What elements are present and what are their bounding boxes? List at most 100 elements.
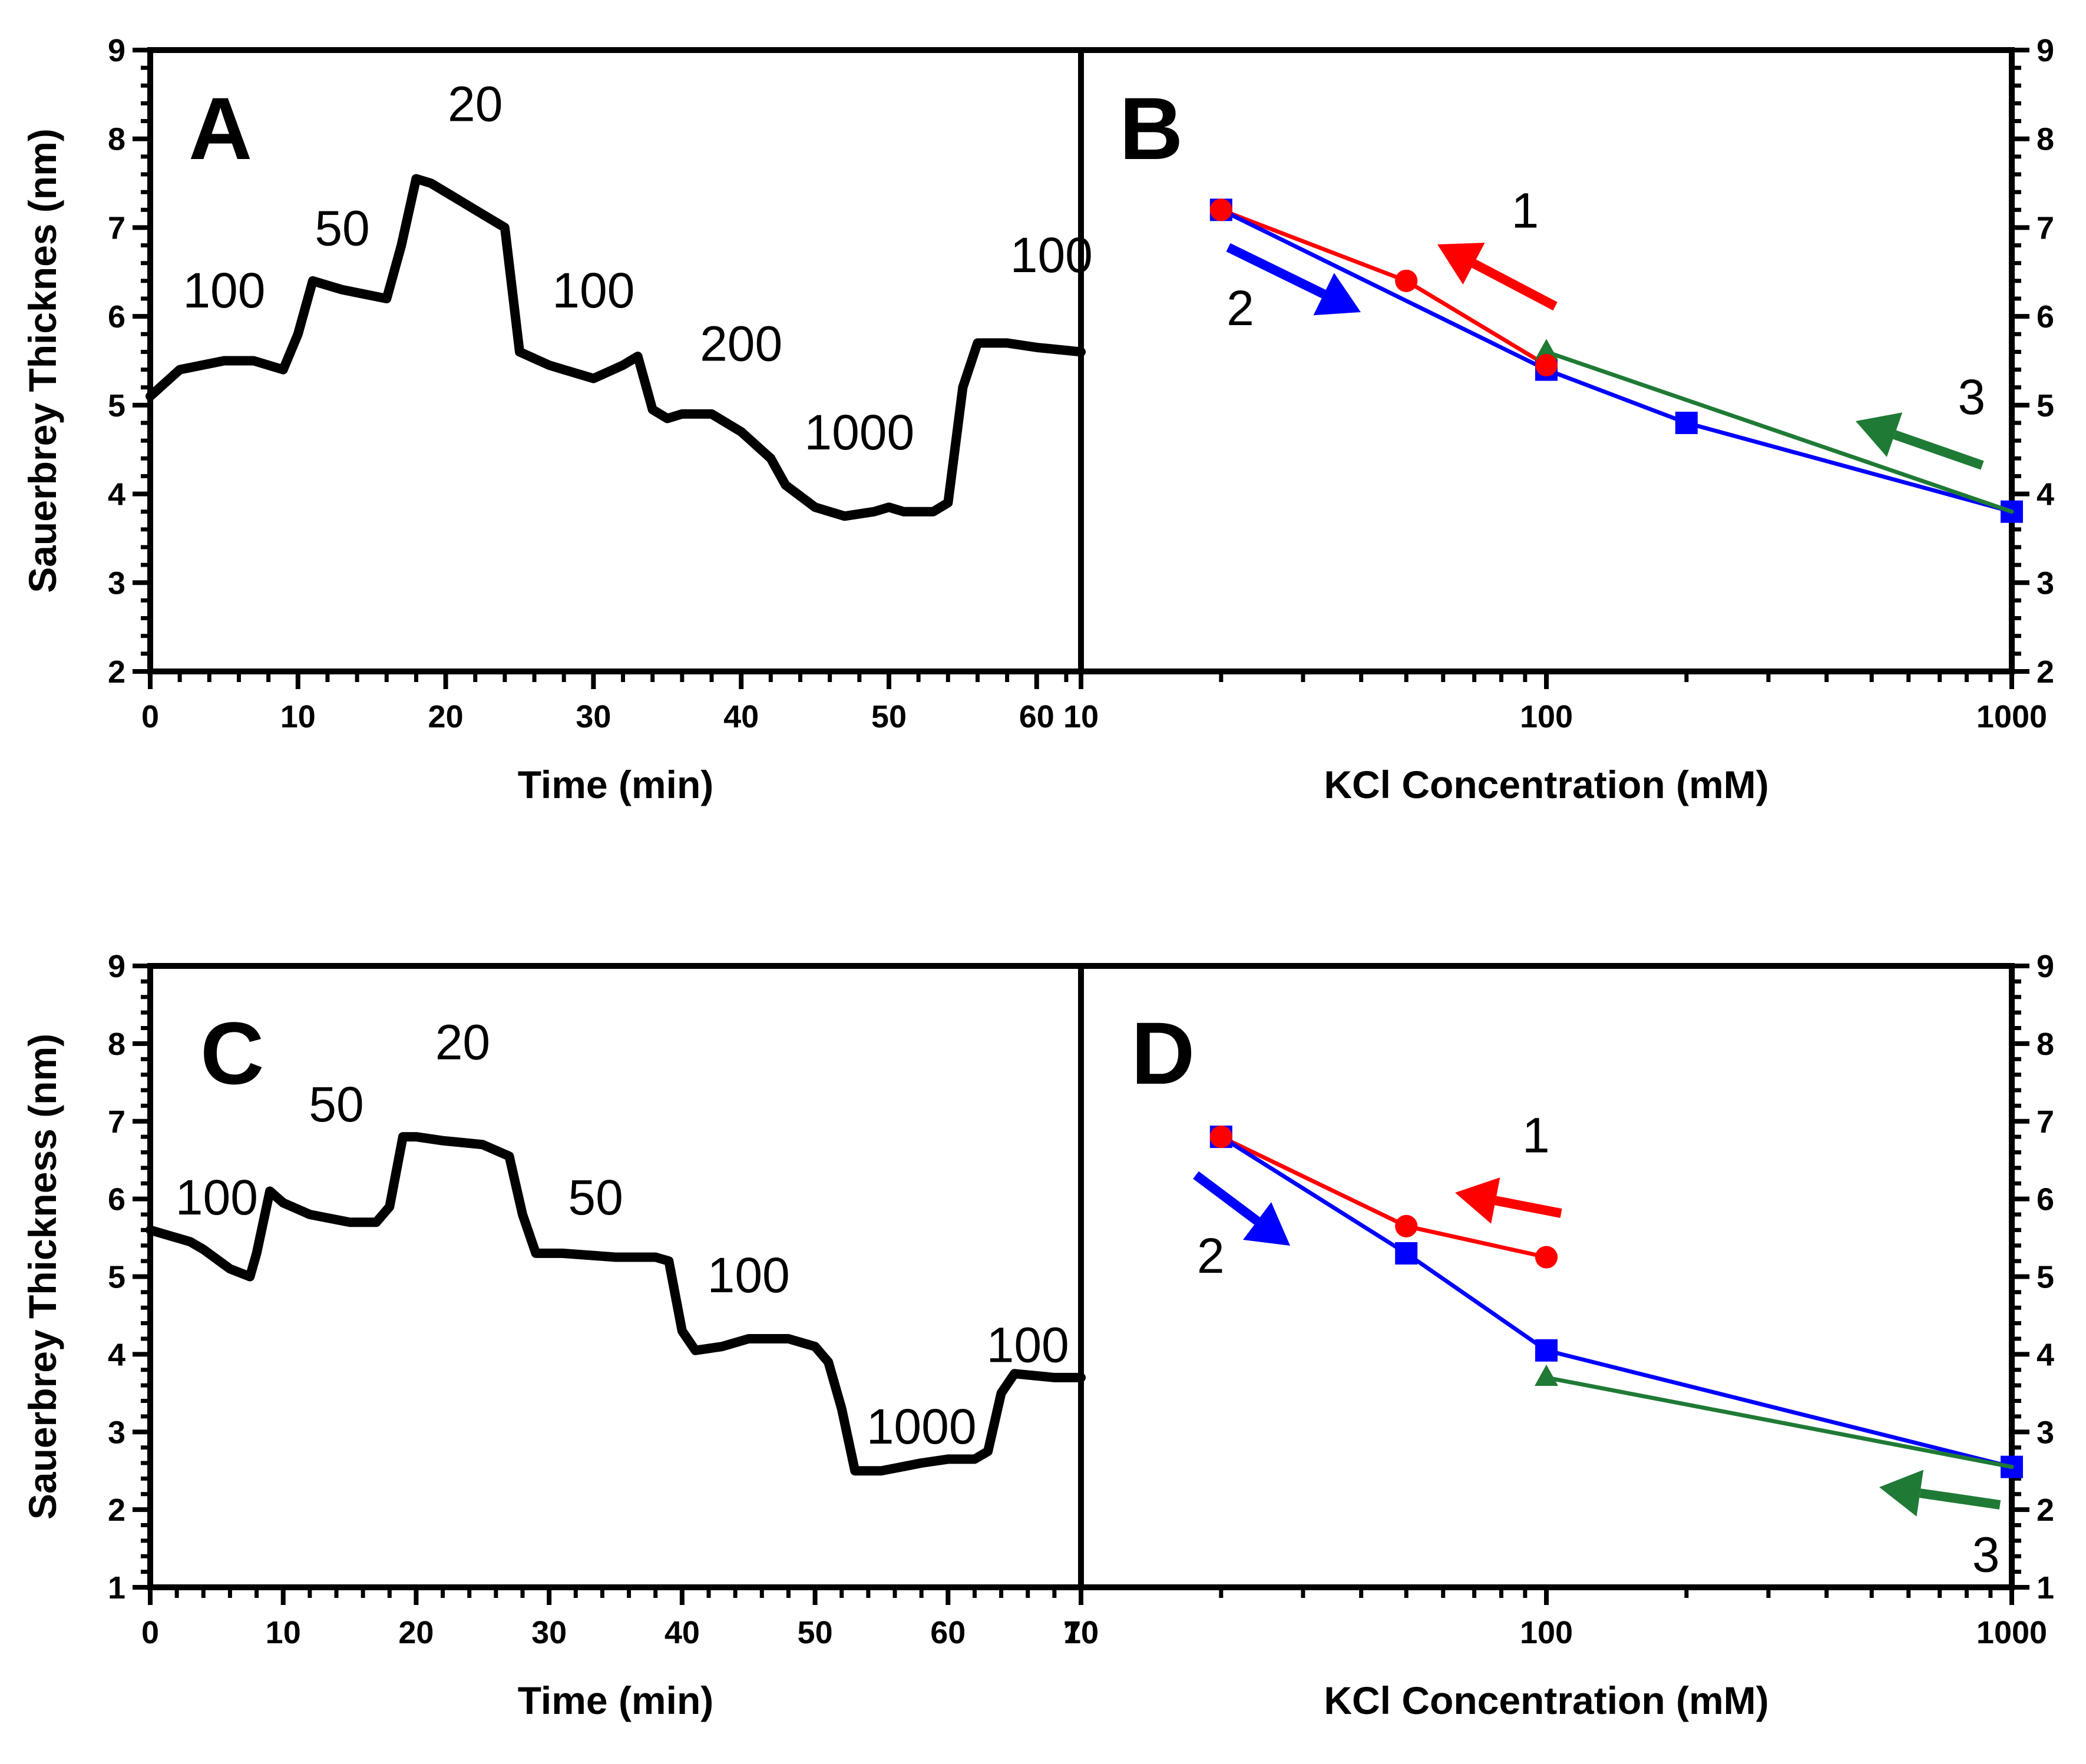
series-line-2	[1219, 207, 2014, 514]
series-line-3	[1544, 1375, 2014, 1470]
x-tick-label: 60	[930, 1615, 966, 1650]
y-tick-label: 8	[2037, 1027, 2054, 1062]
y-tick-label: 4	[108, 477, 125, 512]
annotation-label: 1	[1511, 183, 1539, 238]
y-tick-label: 9	[2037, 33, 2054, 68]
x-tick-label: 70	[1063, 1615, 1099, 1650]
y-tick-label: 4	[2037, 1337, 2054, 1372]
direction-arrow-head	[1437, 243, 1485, 284]
annotation-label: 100	[183, 263, 265, 318]
direction-arrow-shaft	[1919, 1488, 2001, 1510]
data-point-circle	[1395, 269, 1418, 292]
annotation-label: 2	[1227, 280, 1254, 336]
y-tick-label: 2	[2037, 654, 2054, 690]
panel-letter: A	[189, 79, 252, 178]
y-tick-label: 2	[108, 1492, 125, 1528]
data-point-triangle	[1535, 339, 1558, 360]
y-tick-label: 9	[108, 949, 125, 984]
y-tick-label: 8	[2037, 122, 2054, 157]
x-tick-label: 50	[798, 1615, 833, 1650]
x-tick-label: 30	[576, 699, 611, 734]
x-axis-title: KCl Concentration (mM)	[1324, 763, 1768, 806]
data-point-circle	[1535, 354, 1558, 377]
series-line-thickness	[146, 1132, 1086, 1476]
panel-d: 1 2 3 4 5 6 7 8 9 10 100 1000 KCl Concentration (mM)…	[1063, 949, 2054, 1722]
direction-arrow-head	[1313, 273, 1361, 316]
y-tick-label: 6	[2037, 1182, 2054, 1217]
x-tick-label: 1000	[1976, 699, 2047, 734]
y-tick-label: 2	[2037, 1492, 2054, 1528]
y-tick-label: 4	[108, 1337, 125, 1372]
y-tick-label: 3	[108, 1415, 125, 1450]
y-tick-label: 6	[2037, 299, 2054, 335]
direction-arrow-head	[1856, 412, 1903, 457]
x-tick-label: 50	[871, 699, 907, 734]
panel-c: 1 2 3 4 5 6 7 8 9 0 10 20 30 40 50 60 70 Time (min) Sauerb…	[21, 949, 1099, 1722]
y-tick-label: 2	[108, 654, 125, 690]
direction-arrow-shaft	[1226, 243, 1326, 299]
y-tick-label: 7	[2037, 1104, 2054, 1140]
series-line-3	[1544, 349, 2014, 514]
y-axis-title: Sauerbrey Thicknes (nm)	[21, 128, 64, 593]
y-tick-label: 3	[2037, 1415, 2054, 1450]
data-point-circle	[1209, 198, 1232, 221]
direction-arrow-head	[1879, 1470, 1924, 1517]
annotation-label: 1000	[804, 405, 914, 460]
plot-frame	[147, 963, 1084, 1590]
panel-letter: D	[1131, 1004, 1195, 1103]
y-tick-label: 4	[2037, 477, 2054, 512]
annotation-label: 50	[309, 1077, 363, 1132]
direction-arrow-shaft	[1893, 430, 1984, 470]
direction-arrow-head	[1243, 1202, 1290, 1246]
data-point-circle	[1395, 1214, 1418, 1237]
annotation-label: 2	[1197, 1228, 1225, 1283]
annotation-label: 50	[315, 201, 369, 256]
y-tick-label: 9	[108, 33, 125, 68]
x-tick-label: 20	[398, 1615, 434, 1650]
direction-arrow-shaft	[1472, 259, 1558, 311]
y-tick-label: 5	[2037, 1260, 2054, 1295]
y-tick-label: 9	[2037, 949, 2054, 984]
x-axis-title: Time (min)	[518, 1679, 713, 1722]
x-tick-label: 40	[723, 699, 759, 734]
series-line-thickness	[146, 174, 1086, 521]
panel-letter: C	[200, 1004, 264, 1103]
x-tick-label: 0	[141, 1615, 159, 1650]
y-tick-label: 7	[108, 1104, 125, 1140]
annotation-label: 3	[1972, 1527, 2000, 1583]
annotation-label: 100	[176, 1170, 258, 1225]
y-tick-label: 6	[108, 299, 125, 335]
x-tick-label: 30	[531, 1615, 567, 1650]
x-tick-label: 0	[141, 699, 159, 734]
annotation-label: 20	[448, 77, 503, 132]
x-tick-label: 40	[665, 1615, 700, 1650]
x-tick-label: 1000	[1976, 1615, 2047, 1650]
annotation-label: 100	[552, 263, 634, 318]
y-tick-label: 6	[108, 1182, 125, 1217]
x-tick-label: 100	[1520, 1615, 1573, 1650]
data-point-square	[1395, 1242, 1418, 1265]
data-point-square	[1675, 412, 1698, 434]
x-axis-title: Time (min)	[518, 763, 713, 806]
data-point-circle	[1209, 1126, 1232, 1149]
y-tick-label: 7	[2037, 210, 2054, 246]
y-tick-label: 8	[108, 1027, 125, 1062]
annotation-label: 100	[708, 1247, 790, 1303]
data-point-circle	[1535, 1246, 1558, 1269]
annotation-label: 20	[435, 1014, 490, 1070]
y-tick-label: 8	[108, 122, 125, 157]
annotation-label: 1	[1522, 1108, 1550, 1163]
y-axis-title: Sauerbrey Thickness (nm)	[21, 1034, 64, 1520]
direction-arrow-shaft	[1193, 1171, 1260, 1225]
y-tick-label: 5	[108, 1260, 125, 1295]
x-tick-label: 100	[1520, 699, 1573, 734]
x-tick-label: 10	[1063, 699, 1099, 734]
x-tick-label: 10	[280, 699, 316, 734]
data-point-square	[1535, 1339, 1558, 1362]
x-tick-label: 10	[266, 1615, 301, 1650]
y-tick-label: 3	[108, 565, 125, 601]
y-tick-label: 1	[108, 1570, 125, 1606]
panel-b: 2 3 4 5 6 7 8 9 10 100 1000 KCl Concentration (mM) B…	[1063, 33, 2054, 806]
annotation-label: 50	[568, 1170, 623, 1225]
